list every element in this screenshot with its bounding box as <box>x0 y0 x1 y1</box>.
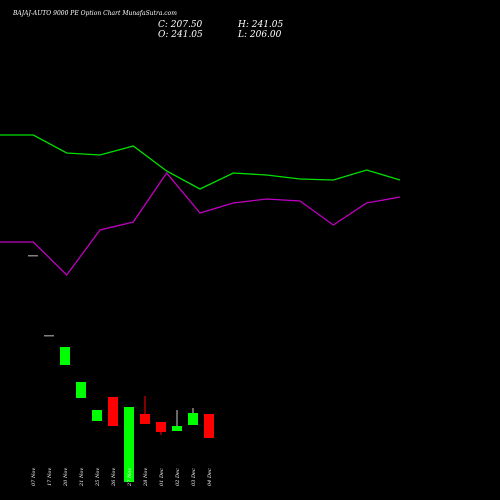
candle-body <box>28 255 38 257</box>
candle-body <box>140 414 150 424</box>
candle-body <box>188 413 198 425</box>
x-tick-label: 17 Nov <box>47 468 53 486</box>
low-value: L: 206.00 <box>237 30 282 40</box>
candle-body <box>92 410 102 421</box>
candle-body <box>124 407 134 482</box>
high-value: H: 241.05 <box>237 20 284 30</box>
candle-body <box>156 422 166 432</box>
x-tick-label: 26 Nov <box>111 468 117 487</box>
candle-9 <box>156 422 166 435</box>
candle-body <box>60 347 70 365</box>
candle-5 <box>92 410 102 421</box>
indicator-line-2 <box>0 171 401 276</box>
x-tick-label: 25 Nov <box>95 468 101 487</box>
x-tick-label: 21 Nov <box>79 468 85 487</box>
x-tick-label: 03 Dec <box>191 468 197 486</box>
x-axis-labels: 07 Nov 17 Nov 20 Nov 21 Nov 25 Nov 26 Nov 27 N… <box>31 468 213 487</box>
candle-body <box>172 426 182 431</box>
candle-body <box>108 397 118 426</box>
x-tick-label: 28 Nov <box>143 468 149 487</box>
candle-body <box>76 382 86 398</box>
candle-4 <box>76 382 86 398</box>
x-tick-label: 07 Nov <box>31 468 37 486</box>
open-value: O: 241.05 <box>158 30 203 40</box>
candle-12 <box>204 414 214 438</box>
candle-7 <box>124 407 134 482</box>
x-tick-label: 02 Dec <box>175 468 181 486</box>
indicator-lines <box>0 134 401 276</box>
candles <box>28 255 214 482</box>
candle-6 <box>108 397 118 426</box>
candle-2 <box>44 335 54 337</box>
candle-1 <box>28 255 38 257</box>
candle-3 <box>60 347 70 365</box>
candle-body <box>204 414 214 438</box>
candle-body <box>44 335 54 337</box>
x-tick-label: 04 Dec <box>207 468 213 486</box>
chart-title: BAJAJ-AUTO 9000 PE Option Chart MunafaSu… <box>12 10 177 17</box>
x-tick-label: 27 Nov <box>127 468 133 487</box>
indicator-line-1 <box>0 134 401 190</box>
candle-10 <box>172 410 182 431</box>
x-tick-label: 20 Nov <box>63 468 69 487</box>
candle-11 <box>188 408 198 425</box>
x-tick-label: 01 Dec <box>159 468 165 486</box>
candle-8 <box>140 396 150 424</box>
close-value: C: 207.50 <box>158 20 203 30</box>
